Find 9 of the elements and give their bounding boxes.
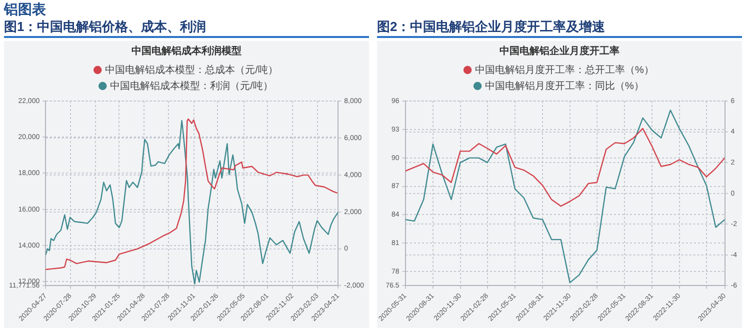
text: 铝图表: [4, 0, 47, 18]
legend-label: 中国电解铝成本模型：利润（元/吨）: [110, 80, 273, 92]
chart-subtitle: 中国电解铝成本利润模型: [132, 44, 242, 57]
chart-title: 图2：中国电解铝企业月度开工率及增速: [377, 18, 742, 38]
legend-label: 中国电解铝月度开工率：总开工率（%）: [475, 64, 654, 76]
chart-subtitle: 中国电解铝企业月度开工率: [500, 44, 620, 57]
legend-label: 中国电解铝成本模型：总成本（元/吨）: [105, 64, 278, 76]
legend-label: 中国电解铝月度开工率：同比（%）: [485, 80, 644, 92]
chart-title: 图1：中国电解铝价格、成本、利润: [4, 18, 369, 38]
